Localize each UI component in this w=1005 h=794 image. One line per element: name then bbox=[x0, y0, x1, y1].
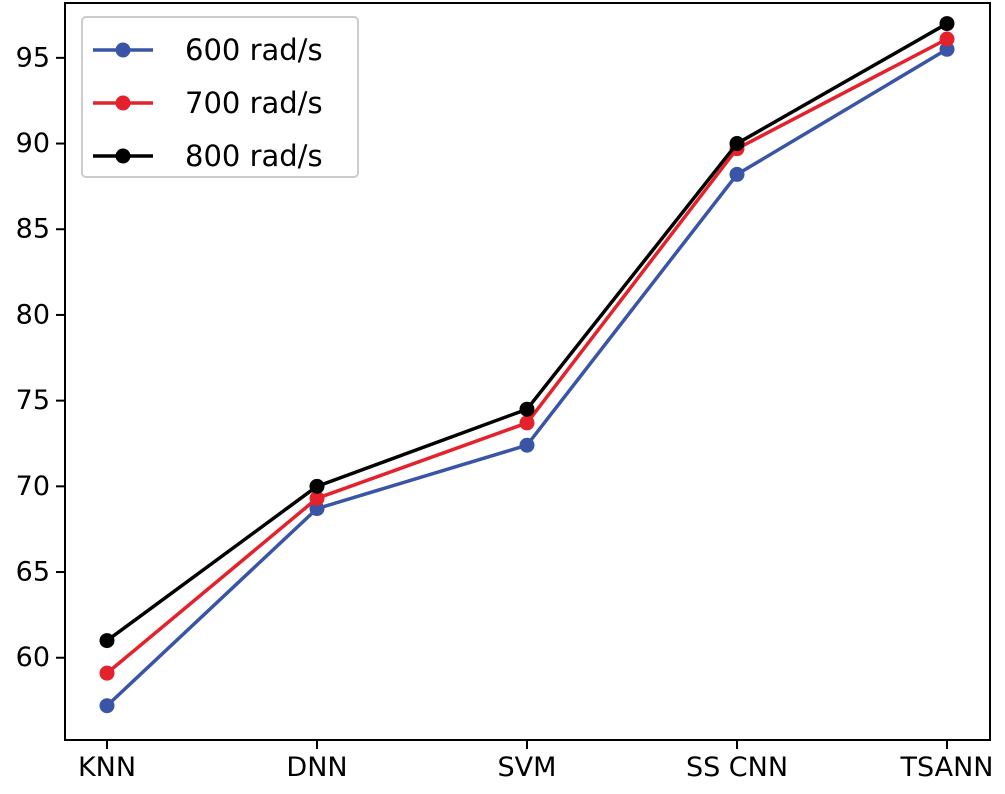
series-600 bbox=[99, 41, 955, 714]
series-layer bbox=[99, 16, 955, 714]
y-tick-label-75: 75 bbox=[16, 385, 50, 416]
legend-label-700: 700 rad/s bbox=[185, 86, 323, 120]
x-tick-label-dnn: DNN bbox=[286, 752, 347, 783]
series-800 bbox=[99, 16, 955, 649]
legend: 600 rad/s 700 rad/s 800 rad/s bbox=[81, 16, 359, 178]
x-tick-label-ss-cnn: SS CNN bbox=[686, 752, 788, 783]
legend-box bbox=[81, 16, 359, 178]
data-point-600-svm bbox=[519, 437, 535, 453]
data-point-600-tsann bbox=[939, 41, 955, 57]
y-tick-label-70: 70 bbox=[16, 471, 50, 502]
y-tick-label-85: 85 bbox=[16, 214, 50, 245]
y-tick-label-95: 95 bbox=[16, 42, 50, 73]
axes: 60 65 70 75 80 85 90 95 KNN DNN SVM SS CNN TSANN bbox=[16, 2, 994, 783]
y-tick-label-90: 90 bbox=[16, 128, 50, 159]
data-point-800-knn bbox=[99, 633, 115, 649]
data-point-600-knn bbox=[99, 698, 115, 714]
data-point-800-dnn bbox=[309, 478, 325, 494]
data-point-800-svm bbox=[519, 401, 535, 417]
data-point-800-tsann bbox=[939, 16, 955, 32]
y-tick-label-60: 60 bbox=[16, 642, 50, 673]
legend-marker-600 bbox=[115, 42, 131, 58]
x-tick-label-tsann: TSANN bbox=[900, 752, 994, 783]
y-tick-label-80: 80 bbox=[16, 299, 50, 330]
x-tick-label-knn: KNN bbox=[78, 752, 136, 783]
data-point-800-ss-cnn bbox=[729, 136, 745, 152]
legend-marker-800 bbox=[115, 148, 131, 164]
data-point-600-dnn bbox=[309, 501, 325, 517]
legend-label-600: 600 rad/s bbox=[185, 33, 323, 67]
data-point-700-knn bbox=[99, 665, 115, 681]
data-point-700-tsann bbox=[939, 31, 955, 47]
x-tick-label-svm: SVM bbox=[498, 752, 557, 783]
legend-label-800: 800 rad/s bbox=[185, 139, 323, 173]
y-tick-label-65: 65 bbox=[16, 557, 50, 588]
data-point-700-dnn bbox=[309, 490, 325, 506]
data-point-600-ss-cnn bbox=[729, 166, 745, 182]
data-point-700-svm bbox=[519, 415, 535, 431]
legend-marker-700 bbox=[115, 95, 131, 111]
series-700 bbox=[99, 31, 955, 681]
